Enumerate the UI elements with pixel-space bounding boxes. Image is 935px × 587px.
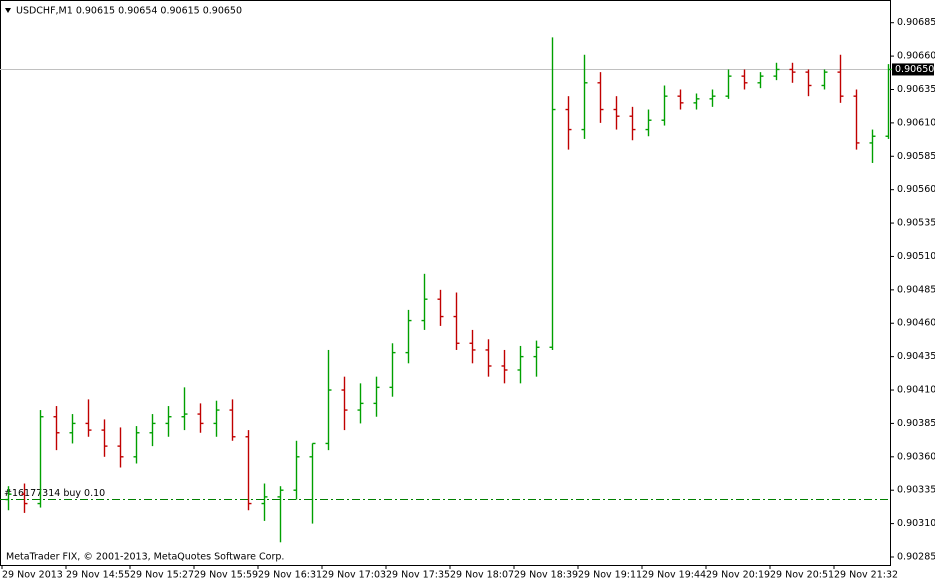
y-tick-label: 0.90335 — [897, 485, 935, 496]
x-tick-label: 29 Nov 20:51 — [770, 570, 834, 581]
y-tick-label: 0.90610 — [897, 117, 935, 128]
x-tick-label: 29 Nov 18:39 — [514, 570, 578, 581]
y-tick-label: 0.90435 — [897, 351, 935, 362]
plot-frame — [0, 0, 891, 566]
y-tick-label: 0.90385 — [897, 418, 935, 429]
y-tick-label: 0.90635 — [897, 84, 935, 95]
x-tick-label: 29 Nov 16:31 — [258, 570, 322, 581]
y-tick-label: 0.90585 — [897, 151, 935, 162]
x-tick-label: 29 Nov 14:55 — [66, 570, 130, 581]
x-tick-label: 29 Nov 20:19 — [706, 570, 770, 581]
x-tick-label: 29 Nov 19:44 — [642, 570, 706, 581]
y-tick-label: 0.90460 — [897, 318, 935, 329]
price-label: 0.90650 — [895, 64, 934, 75]
y-tick-label: 0.90410 — [897, 385, 935, 396]
y-tick-label: 0.90660 — [897, 51, 935, 62]
y-tick-label: 0.90510 — [897, 251, 935, 262]
price-label-box — [892, 63, 934, 76]
x-tick-label: 29 Nov 17:35 — [386, 570, 450, 581]
chart-title: USDCHF,M1 0.90615 0.90654 0.90615 0.9065… — [16, 6, 242, 17]
order-label: #16177314 buy 0.10 — [4, 488, 105, 499]
menu-triangle[interactable] — [5, 8, 11, 13]
y-tick-label: 0.90310 — [897, 518, 935, 529]
y-tick-label: 0.90285 — [897, 551, 935, 562]
footer: MetaTrader FIX, © 2001-2013, MetaQuotes … — [6, 552, 284, 563]
x-tick-label: 29 Nov 2013 — [2, 570, 63, 581]
y-tick-label: 0.90560 — [897, 184, 935, 195]
x-tick-label: 29 Nov 15:59 — [194, 570, 258, 581]
x-tick-label: 29 Nov 15:27 — [130, 570, 194, 581]
x-tick-label: 29 Nov 17:03 — [322, 570, 386, 581]
y-tick-label: 0.90360 — [897, 451, 935, 462]
y-tick-label: 0.90485 — [897, 284, 935, 295]
x-tick-label: 29 Nov 18:07 — [450, 570, 514, 581]
y-tick-label: 0.90685 — [897, 17, 935, 28]
x-tick-label: 29 Nov 19:11 — [578, 570, 642, 581]
y-tick-label: 0.90535 — [897, 218, 935, 229]
x-tick-label: 29 Nov 21:32 — [834, 570, 898, 581]
